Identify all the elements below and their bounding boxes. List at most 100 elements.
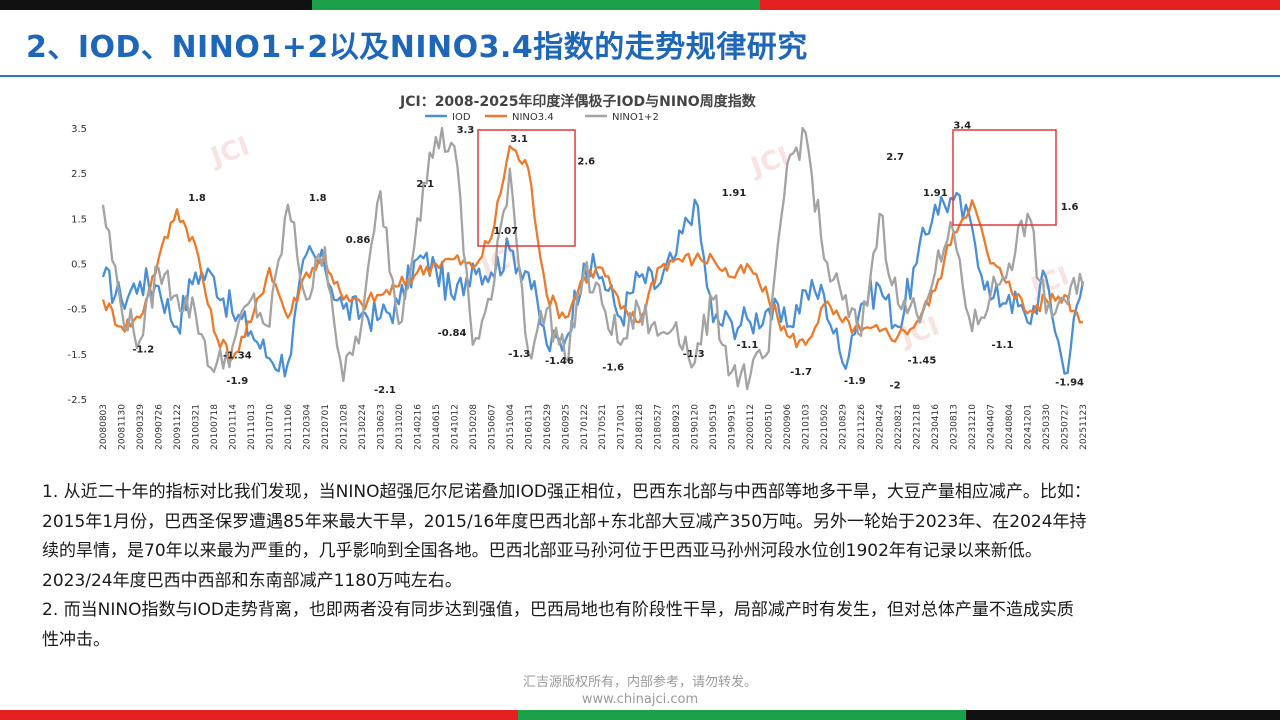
x-tick-label: 20200112 bbox=[746, 404, 756, 450]
x-tick-label: 20171001 bbox=[617, 404, 627, 450]
data-label: 2.1 bbox=[416, 179, 434, 190]
x-tick-label: 20240804 bbox=[1005, 404, 1015, 450]
x-tick-label: 20100321 bbox=[191, 404, 201, 450]
x-tick-label: 20120701 bbox=[321, 404, 331, 450]
x-tick-label: 20220424 bbox=[876, 404, 886, 450]
legend-label-0: IOD bbox=[452, 112, 471, 123]
x-tick-label: 20150208 bbox=[469, 404, 479, 450]
y-tick-label: -0.5 bbox=[67, 305, 87, 316]
x-tick-label: 20210829 bbox=[839, 404, 849, 450]
x-tick-label: 20111013 bbox=[247, 404, 257, 450]
data-label: -1.94 bbox=[1055, 378, 1084, 389]
chart-container: JCI：2008-2025年印度洋偶极子IOD与NINO周度指数 JCI JCI JC… bbox=[55, 86, 1155, 460]
x-tick-label: 20121028 bbox=[339, 404, 349, 450]
x-tick-label: 20131020 bbox=[395, 404, 405, 450]
x-tick-label: 20091122 bbox=[173, 404, 183, 450]
top-bar-red bbox=[760, 0, 1280, 10]
data-label: -1.45 bbox=[907, 356, 936, 367]
y-tick-label: 3.5 bbox=[71, 124, 87, 135]
data-label: -1.9 bbox=[844, 376, 866, 387]
data-label: 0.86 bbox=[346, 235, 371, 246]
x-tick-label: 20081130 bbox=[117, 404, 127, 450]
x-tick-label: 20230813 bbox=[950, 404, 960, 450]
bottom-bar-red bbox=[0, 710, 518, 720]
x-tick-label: 20110710 bbox=[265, 404, 275, 450]
paragraph-1-line-3: 续的旱情，是70年以来最为严重的，几乎影响到全国各地。巴西北部亚马孙河位于巴西亚… bbox=[42, 541, 1042, 561]
data-label: 1.8 bbox=[309, 193, 327, 204]
x-tick-label: 20190120 bbox=[691, 404, 701, 450]
series-line-nino34 bbox=[101, 144, 1084, 363]
data-label: -1.2 bbox=[132, 344, 154, 355]
x-tick-label: 20190519 bbox=[709, 404, 719, 450]
x-tick-label: 20141012 bbox=[450, 404, 460, 450]
body-text: 1. 从近二十年的指标对比我们发现，当NINO超强厄尔尼诺叠加IOD强正相位，巴… bbox=[42, 478, 1242, 655]
x-tick-label: 20111106 bbox=[284, 404, 294, 450]
x-tick-label: 20180128 bbox=[635, 404, 645, 450]
x-tick-label: 20251123 bbox=[1079, 404, 1089, 450]
x-tick-label: 20200510 bbox=[765, 404, 775, 450]
x-tick-label: 20090329 bbox=[136, 404, 146, 450]
data-label: -2.1 bbox=[374, 385, 396, 396]
paragraph-1-line-1: 1. 从近二十年的指标对比我们发现，当NINO超强厄尔尼诺叠加IOD强正相位，巴… bbox=[42, 482, 1091, 502]
x-tick-label: 20200906 bbox=[783, 404, 793, 450]
y-tick-label: -2.5 bbox=[67, 395, 87, 406]
x-tick-label: 20250330 bbox=[1042, 404, 1052, 450]
x-tick-label: 20240407 bbox=[987, 404, 997, 450]
x-tick-label: 20230416 bbox=[931, 404, 941, 450]
top-color-bar bbox=[0, 0, 1280, 10]
x-tick-label: 20120304 bbox=[302, 404, 312, 450]
paragraph-1-line-4: 2023/24年度巴西中西部和东南部减产1180万吨左右。 bbox=[42, 570, 462, 591]
footer-copyright: 汇吉源版权所有，内部参考，请勿转发。 bbox=[522, 675, 757, 690]
x-tick-label: 20130224 bbox=[358, 404, 368, 450]
data-label: -1.7 bbox=[790, 367, 812, 378]
data-label: -1.6 bbox=[602, 362, 624, 373]
data-label: 1.07 bbox=[493, 226, 518, 237]
x-tick-label: 20160925 bbox=[561, 404, 571, 450]
data-label: -1.46 bbox=[545, 356, 574, 367]
highlight-box-2023 bbox=[952, 129, 1057, 226]
legend-label-1: NINO3.4 bbox=[512, 112, 554, 123]
series-line-iod bbox=[101, 191, 1085, 378]
x-tick-label: 20140615 bbox=[432, 404, 442, 450]
x-tick-label: 20160529 bbox=[543, 404, 553, 450]
x-tick-label: 20090726 bbox=[154, 404, 164, 450]
bottom-color-bar bbox=[0, 710, 1280, 720]
chart-title: JCI：2008-2025年印度洋偶极子IOD与NINO周度指数 bbox=[399, 93, 757, 110]
x-tick-label: 20150607 bbox=[487, 404, 497, 450]
series-line-nino12 bbox=[101, 126, 1085, 391]
title-underline bbox=[0, 75, 1280, 77]
top-bar-black bbox=[0, 0, 312, 10]
data-label: -1.3 bbox=[683, 349, 705, 360]
x-tick-label: 20101114 bbox=[228, 404, 238, 450]
x-tick-label: 20180923 bbox=[672, 404, 682, 450]
x-tick-label: 20221218 bbox=[913, 404, 923, 450]
x-tick-label: 20170521 bbox=[598, 404, 608, 450]
x-tick-label: 20180527 bbox=[654, 404, 664, 450]
bottom-bar-green bbox=[518, 710, 966, 720]
chart-watermark-0: JCI bbox=[205, 131, 253, 173]
x-tick-label: 20231210 bbox=[968, 404, 978, 450]
data-label: -1.3 bbox=[508, 349, 530, 360]
top-bar-green bbox=[312, 0, 760, 10]
x-tick-label: 20250727 bbox=[1061, 404, 1071, 450]
x-tick-label: 20080803 bbox=[99, 404, 109, 450]
x-tick-label: 20210502 bbox=[820, 404, 830, 450]
data-label: -0.84 bbox=[438, 328, 467, 339]
x-tick-label: 20130623 bbox=[376, 404, 386, 450]
data-label: 1.8 bbox=[188, 193, 206, 204]
page-title: 2、IOD、NINO1+2以及NINO3.4指数的走势规律研究 bbox=[26, 30, 808, 65]
x-tick-label: 20160131 bbox=[524, 404, 534, 450]
bottom-bar-black bbox=[966, 710, 1280, 720]
data-label: 1.91 bbox=[722, 188, 747, 199]
y-tick-label: 0.5 bbox=[71, 260, 87, 271]
y-tick-label: 1.5 bbox=[71, 214, 87, 225]
data-label: -1.9 bbox=[226, 376, 248, 387]
x-tick-label: 20190915 bbox=[728, 404, 738, 450]
paragraph-2-line-2: 性冲击。 bbox=[42, 629, 110, 650]
x-tick-label: 20211226 bbox=[857, 404, 867, 450]
x-tick-label: 20140216 bbox=[413, 404, 423, 450]
footer-url[interactable]: www.chinajci.com bbox=[581, 692, 699, 707]
y-tick-label: -1.5 bbox=[67, 350, 87, 361]
data-label: 1.6 bbox=[1061, 202, 1079, 213]
x-tick-label: 20100718 bbox=[210, 404, 220, 450]
